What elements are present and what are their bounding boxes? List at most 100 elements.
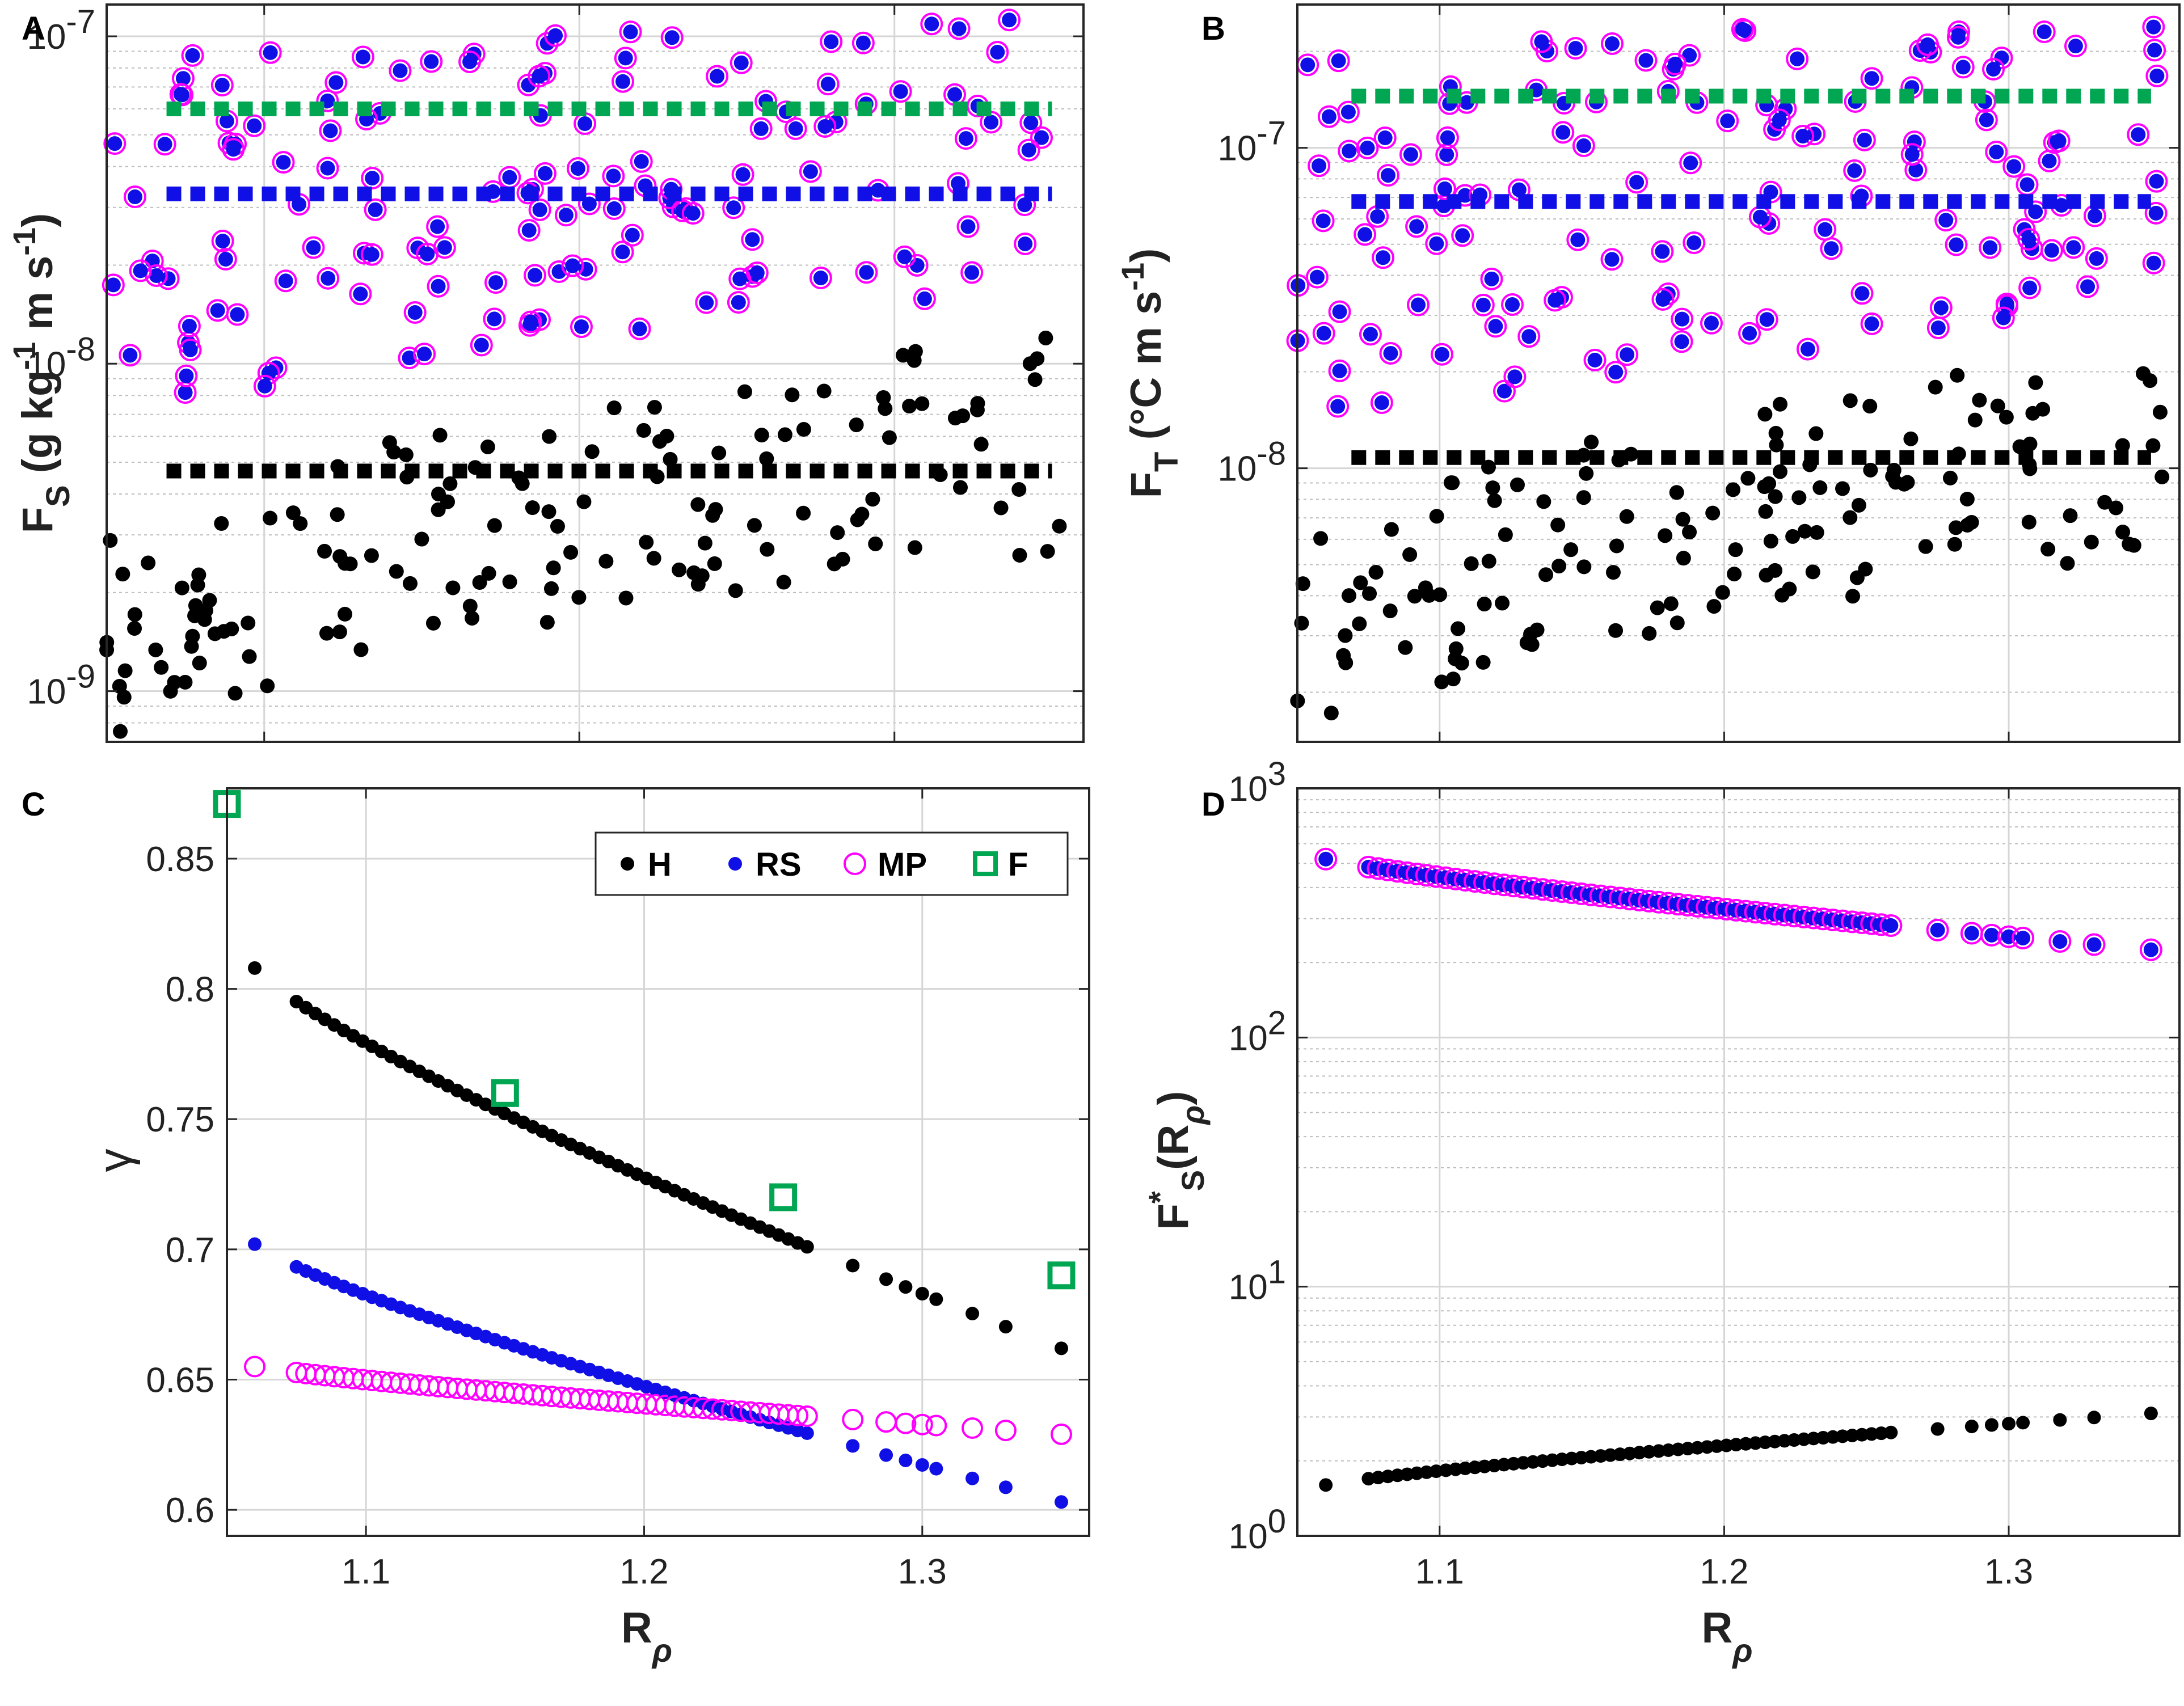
h-point xyxy=(127,620,142,636)
h-point xyxy=(263,510,278,526)
mp-marker xyxy=(470,333,493,357)
rs-point xyxy=(1790,51,1805,66)
rs-point xyxy=(1440,130,1455,145)
mp-marker xyxy=(1430,343,1453,366)
rs-point xyxy=(618,50,633,66)
mp-marker xyxy=(1030,126,1053,149)
rs-point xyxy=(364,247,380,262)
h-point xyxy=(2060,556,2075,571)
rs-point xyxy=(1002,12,1017,28)
mp-marker xyxy=(1050,1423,1072,1445)
h-point xyxy=(1675,512,1690,527)
h-point xyxy=(1563,542,1579,558)
rs-point xyxy=(1316,213,1331,229)
rs-point xyxy=(1994,50,2009,66)
label-part: ρ xyxy=(651,1632,672,1669)
mp-marker xyxy=(426,215,449,238)
mp-marker xyxy=(2144,201,2168,225)
rs-point xyxy=(2087,208,2102,223)
h-point xyxy=(1715,585,1730,600)
mp-marker xyxy=(1814,218,1837,241)
h-point xyxy=(947,411,963,426)
mp-marker xyxy=(544,24,567,47)
mp-marker xyxy=(153,133,176,156)
rs-point xyxy=(1439,147,1454,162)
rs-point xyxy=(1376,250,1391,265)
rs-point xyxy=(368,202,383,217)
h-point xyxy=(1295,576,1310,592)
h-point xyxy=(1313,531,1329,546)
mp-marker xyxy=(1860,67,1883,90)
x-tick-label: 1.1 xyxy=(341,1552,390,1591)
h-point xyxy=(896,348,911,363)
mp-marker xyxy=(1308,154,1331,178)
h-point xyxy=(480,439,495,454)
mp-marker xyxy=(1853,128,1876,151)
rs-point xyxy=(276,155,291,170)
mp-marker xyxy=(614,47,637,70)
mp-marker xyxy=(2040,239,2063,262)
rs-point xyxy=(248,1237,262,1251)
h-point xyxy=(1368,564,1384,580)
ticks: 10-810-7 xyxy=(1217,5,2179,742)
h-point xyxy=(1384,522,1399,537)
rs-point xyxy=(247,118,262,133)
h-point xyxy=(293,516,308,531)
rs-point xyxy=(1403,147,1418,162)
grid xyxy=(107,5,1083,742)
rs-point xyxy=(634,154,649,169)
rs-point xyxy=(1800,341,1815,357)
mp-marker xyxy=(1900,143,1924,166)
h-point xyxy=(403,576,418,591)
rs-point xyxy=(127,189,142,205)
h-point xyxy=(776,575,791,590)
h-point xyxy=(364,548,379,563)
h-point xyxy=(1451,621,1466,636)
label-part: R xyxy=(1701,1604,1732,1652)
label-part: -1 xyxy=(6,342,42,370)
rs-point xyxy=(2019,177,2035,192)
h-point xyxy=(285,505,301,521)
label-part: -1 xyxy=(6,227,42,256)
mp-marker xyxy=(1407,293,1430,316)
plot-area xyxy=(227,788,1089,1536)
h-point xyxy=(1797,523,1812,539)
h-point xyxy=(2063,508,2078,523)
mp-marker xyxy=(1551,121,1575,144)
rs-point xyxy=(431,278,446,294)
label-part: 10 xyxy=(1217,450,1257,489)
h-point xyxy=(1658,528,1673,543)
rs-point xyxy=(820,77,836,92)
h-point xyxy=(1942,470,1958,485)
rs-point xyxy=(879,1448,893,1462)
mp-marker xyxy=(361,167,384,190)
rs-point xyxy=(947,87,963,102)
mp-marker xyxy=(1376,164,1399,187)
plot-area xyxy=(1297,5,2179,742)
h-point xyxy=(338,606,353,622)
rs-point xyxy=(215,234,230,249)
f-point xyxy=(1047,1261,1076,1290)
rs-point xyxy=(1331,53,1346,69)
mp-marker xyxy=(1327,49,1350,73)
rs-point xyxy=(133,263,148,278)
h-point xyxy=(188,598,203,613)
h-point xyxy=(563,544,579,560)
rs-point xyxy=(437,240,452,255)
h-point xyxy=(1964,1420,1979,1434)
mp-marker xyxy=(316,89,339,112)
h-point xyxy=(1772,464,1787,479)
h-point xyxy=(899,1280,913,1294)
mp-marker xyxy=(1433,177,1456,200)
rs-point xyxy=(615,74,630,89)
rs-point xyxy=(1434,347,1449,362)
h-point xyxy=(1874,1426,1888,1441)
rs-point xyxy=(1357,227,1373,242)
rs-point xyxy=(462,54,478,69)
mp-marker xyxy=(259,41,282,64)
rs-point xyxy=(1984,927,1999,943)
rs-point xyxy=(623,24,638,40)
mp-marker xyxy=(1583,348,1607,371)
rs-point xyxy=(1021,142,1036,158)
